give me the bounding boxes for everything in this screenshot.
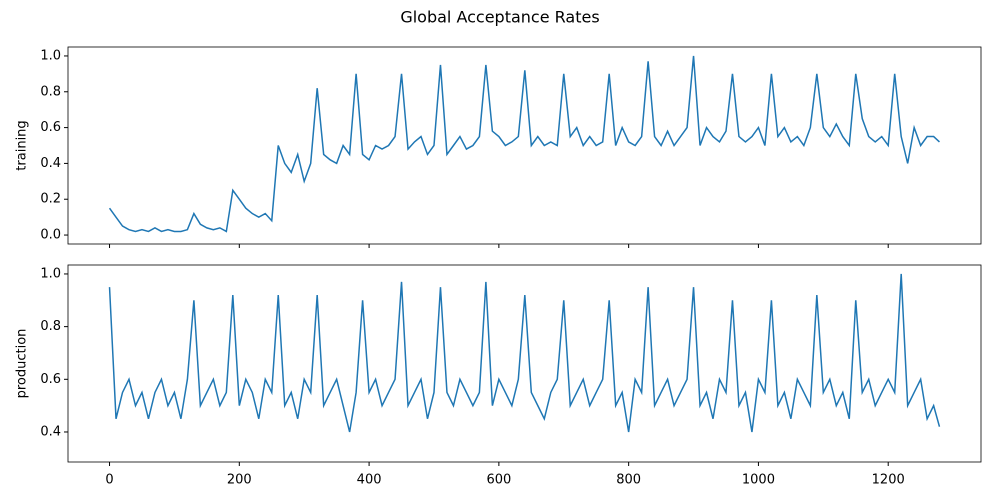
y-tick-label: 0.0	[40, 228, 61, 243]
y-tick-label: 0.6	[40, 372, 61, 387]
plot-area	[108, 55, 940, 233]
data-line	[108, 55, 940, 233]
plot-area	[108, 273, 941, 433]
x-tick-label: 400	[357, 473, 382, 488]
y-tick-label: 1.0	[40, 266, 61, 281]
x-tick-label: 200	[227, 473, 252, 488]
x-tick-label: 800	[616, 473, 641, 488]
y-axis-label: production	[15, 329, 30, 399]
axes-frame	[67, 46, 982, 245]
x-tick-label: 600	[486, 473, 511, 488]
y-tick-label: 1.0	[40, 48, 61, 63]
y-tick-label: 0.6	[40, 120, 61, 135]
y-tick-label: 0.4	[40, 156, 61, 171]
axes-frame	[67, 264, 982, 463]
y-axis-label: training	[15, 120, 30, 170]
x-tick-label: 1000	[742, 473, 775, 488]
data-line	[108, 273, 941, 433]
y-tick-label: 0.2	[40, 192, 61, 207]
x-tick-label: 1200	[872, 473, 905, 488]
x-tick-label: 0	[105, 473, 113, 488]
chart-title: Global Acceptance Rates	[400, 8, 599, 27]
y-tick-label: 0.4	[40, 424, 61, 439]
y-tick-label: 0.8	[40, 84, 61, 99]
y-tick-label: 0.8	[40, 319, 61, 334]
